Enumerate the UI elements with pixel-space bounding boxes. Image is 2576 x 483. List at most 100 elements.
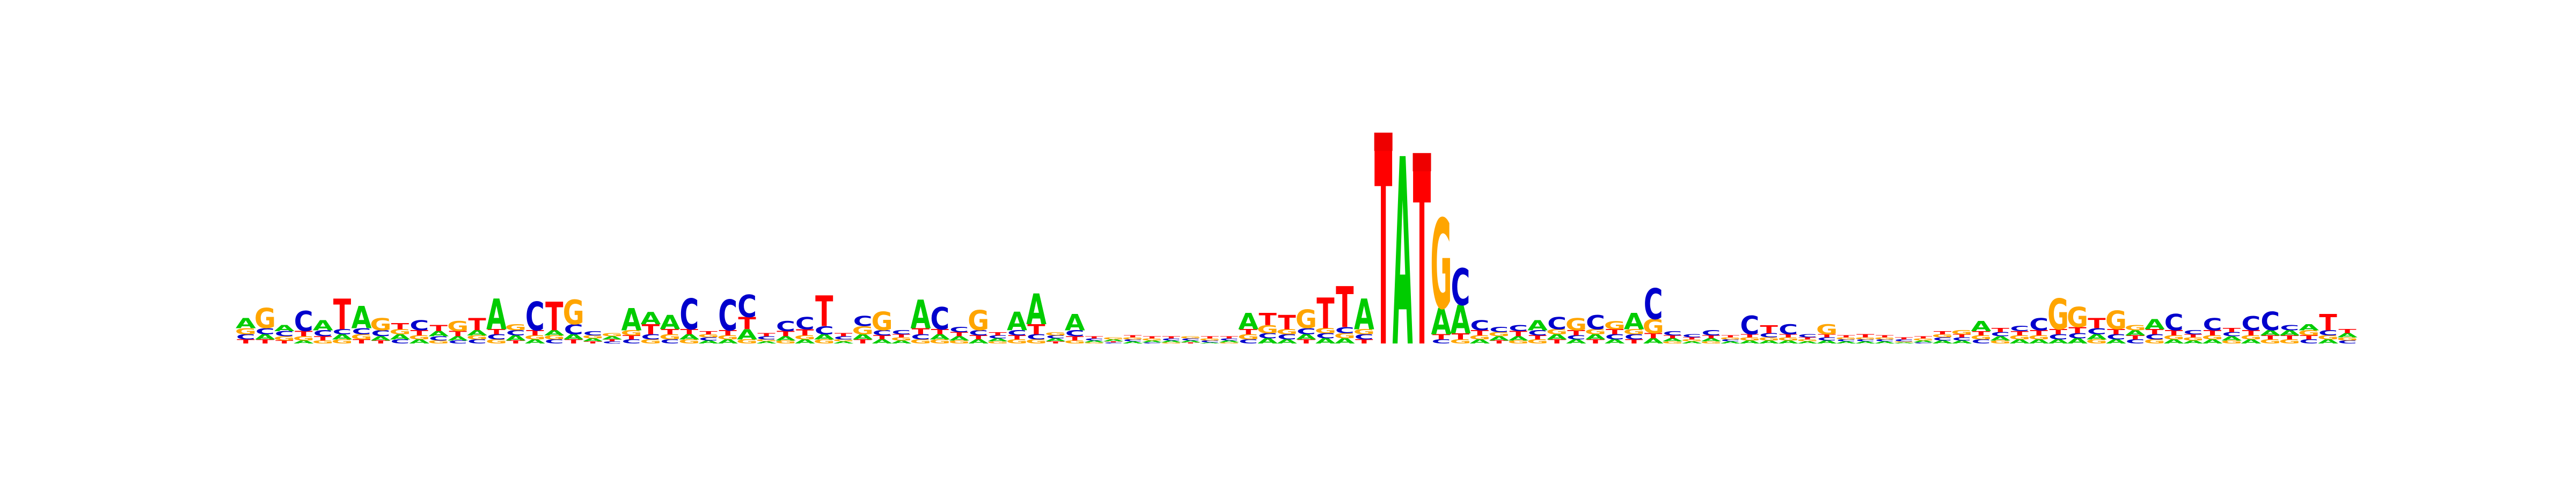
logo-letter-c: C	[409, 318, 429, 334]
logo-letter-a: A	[1296, 333, 1316, 341]
logo-letter-t: T	[1664, 335, 1682, 340]
logo-letter-g: G	[332, 339, 353, 345]
logo-letter-g: G	[1855, 337, 1876, 340]
logo-letter-g: G	[814, 339, 835, 345]
logo-letter-t: T	[1432, 333, 1451, 341]
logo-letter-c: C	[1586, 311, 1605, 334]
logo-letter-a: A	[1180, 340, 1201, 343]
logo-letter-t: T	[1008, 334, 1026, 341]
logo-letter-a: A	[1952, 340, 1972, 345]
logo-letter-t: T	[777, 330, 795, 338]
logo-letter-c: C	[853, 313, 873, 330]
logo-letter-g: G	[1797, 339, 1818, 342]
logo-letter-a: A	[1913, 340, 1934, 343]
logo-letter-a: A	[2260, 329, 2280, 337]
logo-letter-a: A	[506, 334, 526, 342]
logo-letter-c: C	[737, 289, 757, 325]
logo-letter-g: G	[890, 336, 912, 341]
logo-letter-a: A	[2125, 329, 2146, 337]
logo-letter-g: G	[2125, 324, 2146, 332]
logo-letter-a: A	[1624, 309, 1644, 335]
logo-letter-t: T	[642, 322, 660, 338]
logo-letter-t: T	[796, 327, 814, 337]
logo-letter-t: T	[2242, 329, 2260, 337]
logo-letter-t: T	[333, 291, 352, 340]
logo-letter-a: A	[853, 333, 873, 341]
logo-letter-c: C	[1335, 325, 1355, 335]
logo-letter-g: G	[1719, 337, 1741, 340]
logo-letter-a: A	[1199, 342, 1220, 344]
logo-letter-g: G	[486, 339, 507, 345]
logo-letter-a: A	[1469, 339, 1490, 345]
logo-letter-g: G	[775, 340, 796, 345]
logo-letter-c: C	[1162, 338, 1181, 341]
logo-letter-c: C	[1277, 333, 1297, 341]
logo-letter-t: T	[2068, 325, 2087, 335]
logo-letter-a: A	[1875, 341, 1895, 344]
logo-letter-t: T	[912, 326, 930, 336]
logo-letter-t: T	[1914, 336, 1933, 339]
logo-letter-c: C	[2087, 326, 2106, 336]
logo-letter-t: T	[2146, 328, 2164, 336]
logo-letter-a: A	[679, 333, 699, 341]
logo-letter-t: T	[950, 331, 968, 338]
logo-letter-a: A	[1547, 333, 1567, 341]
logo-letter-t: T	[1490, 340, 1509, 345]
logo-letter-a: A	[1605, 339, 1626, 345]
logo-letter-a: A	[1585, 333, 1606, 341]
logo-letter-g: G	[1931, 334, 1953, 339]
logo-letter-a: A	[1817, 340, 1837, 345]
logo-letter-t: T	[2204, 329, 2222, 337]
logo-letter-g: G	[1989, 340, 2011, 345]
logo-letter-a: A	[1894, 342, 1914, 344]
logo-letter-a: A	[1103, 339, 1124, 342]
logo-letter-c: C	[1624, 333, 1644, 341]
logo-letter-g: G	[1064, 340, 1086, 345]
logo-letter-a: A	[1739, 340, 1760, 345]
logo-letter-a: A	[737, 327, 758, 343]
logo-letter-t: T	[1258, 310, 1276, 330]
logo-letter-t: T	[1856, 334, 1875, 339]
logo-letter-c: C	[641, 333, 660, 341]
logo-letter-c: C	[1894, 339, 1914, 342]
logo-letter-t: T	[2165, 329, 2183, 337]
logo-letter-g: G	[1488, 331, 1510, 338]
logo-letter-a: A	[1315, 337, 1336, 345]
logo-letter-c: C	[2184, 329, 2203, 335]
logo-letter-g: G	[1141, 338, 1162, 341]
logo-letter-t: T	[835, 333, 853, 338]
logo-letter-a: A	[872, 339, 893, 345]
logo-letter-g: G	[582, 335, 604, 340]
logo-letter-t: T	[584, 341, 602, 344]
logo-letter-t: T	[2107, 328, 2125, 336]
